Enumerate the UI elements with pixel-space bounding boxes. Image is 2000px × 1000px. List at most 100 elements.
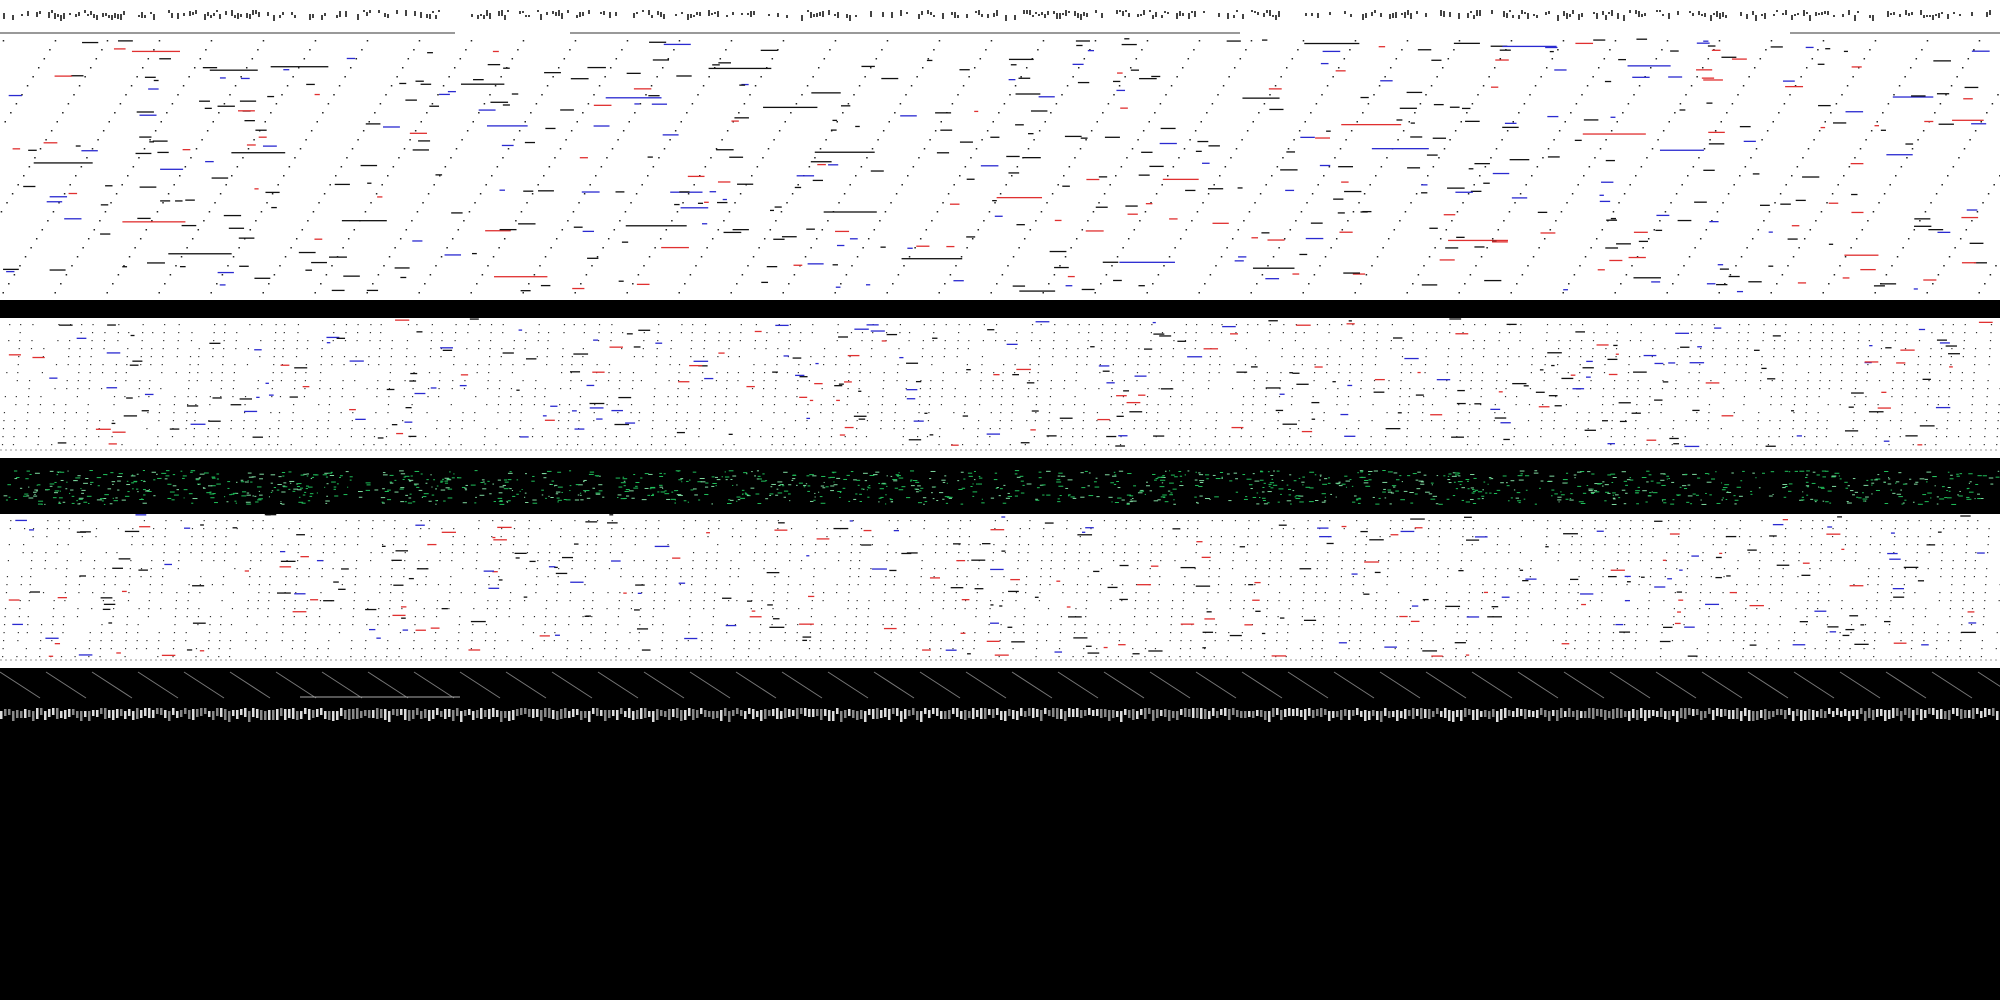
dot-mark <box>1324 256 1327 258</box>
green-noise-mark <box>532 499 537 501</box>
dot-mark <box>1658 444 1660 446</box>
dot-mark <box>1660 404 1663 406</box>
dot-mark <box>1698 372 1700 374</box>
green-noise-mark <box>1562 482 1568 484</box>
dot-mark <box>391 340 393 342</box>
dot-mark <box>357 324 359 326</box>
green-noise-mark <box>1637 486 1640 488</box>
dot-mark <box>714 404 716 406</box>
dot-mark <box>1647 238 1650 240</box>
dot-mark <box>1566 388 1568 390</box>
dash-mark <box>1880 283 1897 285</box>
dot-field-canvas <box>0 38 2000 294</box>
dot-mark <box>689 372 691 374</box>
dash-mark <box>626 333 633 335</box>
green-noise-mark <box>1014 495 1019 497</box>
dash-mark <box>1905 143 1914 145</box>
dot-mark <box>717 356 719 358</box>
noise-glyph <box>210 15 212 18</box>
dot-mark <box>855 444 857 446</box>
dash-mark <box>1748 281 1762 283</box>
noise-glyph <box>1803 10 1805 16</box>
dot-mark <box>821 388 823 390</box>
dot-mark <box>892 283 894 285</box>
green-noise-mark <box>1005 497 1010 499</box>
dot-mark <box>1213 184 1215 186</box>
dot-mark <box>1527 265 1529 267</box>
dot-mark <box>1221 324 1223 326</box>
dash-mark <box>799 376 808 378</box>
green-noise-mark <box>1957 494 1959 496</box>
dash-mark <box>680 207 709 209</box>
dot-mark <box>1671 444 1673 446</box>
dot-mark <box>1214 436 1216 438</box>
dot-mark <box>23 175 25 177</box>
noise-glyph <box>471 14 473 17</box>
dot-mark <box>1309 444 1311 446</box>
dot-mark <box>968 76 970 78</box>
dot-mark <box>582 356 584 358</box>
dash-mark <box>135 152 152 155</box>
green-noise-mark <box>1088 495 1094 497</box>
dot-mark <box>140 356 142 358</box>
dot-mark <box>1707 420 1710 422</box>
dot-mark <box>1161 184 1163 186</box>
dot-mark <box>1003 364 1005 366</box>
dot-mark <box>677 380 680 382</box>
dash-mark <box>1433 103 1444 106</box>
dot-mark <box>1209 356 1212 358</box>
dash-mark <box>186 405 199 407</box>
dash-mark <box>1269 108 1284 111</box>
dot-mark <box>1767 444 1770 446</box>
dot-mark <box>71 265 73 267</box>
dot-mark <box>865 436 868 438</box>
dot-mark <box>84 76 86 78</box>
dot-mark <box>91 332 94 334</box>
green-noise-mark <box>1560 494 1565 496</box>
noise-glyph <box>1512 15 1514 18</box>
dash-mark <box>1633 277 1661 279</box>
dot-mark <box>788 283 790 285</box>
dot-mark <box>13 274 16 276</box>
noise-glyph <box>1692 13 1694 16</box>
dot-mark <box>1257 324 1259 326</box>
dash-mark <box>230 404 242 406</box>
dash-mark <box>1728 275 1740 278</box>
noise-glyph <box>579 12 581 17</box>
dot-mark <box>19 340 21 342</box>
dot-mark <box>1249 444 1252 446</box>
dot-mark <box>1020 76 1022 78</box>
dot-mark <box>1357 428 1360 430</box>
dot-mark <box>1048 283 1050 285</box>
noise-glyph <box>1479 10 1481 16</box>
dash-mark <box>1129 411 1143 413</box>
dot-mark <box>1807 372 1810 374</box>
dot-mark <box>1038 130 1041 132</box>
dot-mark <box>1208 380 1210 382</box>
dot-mark <box>102 130 105 132</box>
noise-glyph <box>426 14 428 18</box>
dash-mark <box>1610 217 1617 220</box>
noise-glyph <box>1566 13 1568 19</box>
green-noise-mark <box>1517 500 1522 502</box>
dot-mark <box>1168 420 1170 422</box>
dash-mark <box>289 396 298 398</box>
noise-glyph <box>1827 11 1829 15</box>
dot-mark <box>86 428 88 430</box>
green-noise-mark <box>1510 497 1513 499</box>
dot-mark <box>1563 436 1566 438</box>
dot-mark <box>69 340 71 342</box>
dash-mark <box>1016 224 1025 226</box>
dot-mark <box>531 436 534 438</box>
dash-mark <box>409 380 417 382</box>
noise-glyph <box>807 10 809 12</box>
dot-mark <box>1395 58 1398 60</box>
dot-mark <box>430 340 432 342</box>
dash-mark <box>839 434 846 436</box>
dot-mark <box>13 428 16 430</box>
dot-mark <box>344 340 347 342</box>
dot-mark <box>439 372 441 374</box>
dot-mark <box>1040 211 1043 213</box>
dot-mark <box>1853 404 1856 406</box>
dot-mark <box>777 348 779 350</box>
